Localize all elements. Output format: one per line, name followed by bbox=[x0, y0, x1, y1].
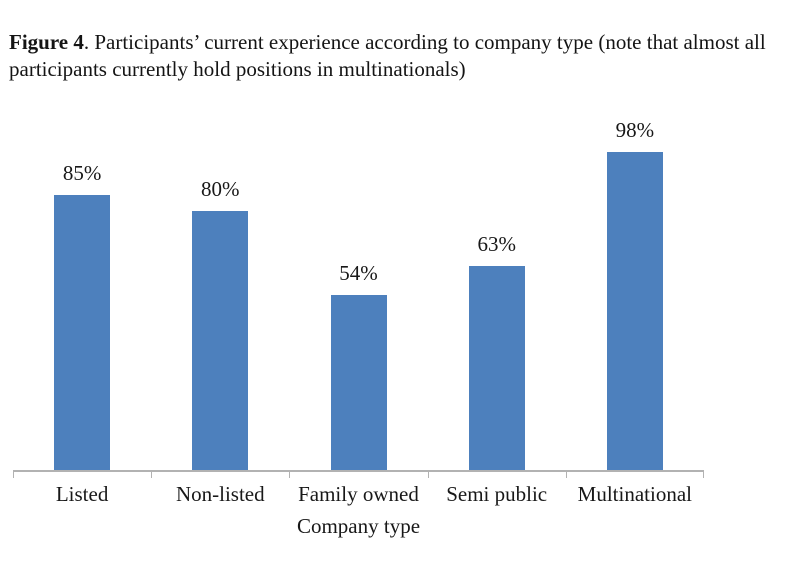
x-axis-tick bbox=[289, 470, 291, 478]
bar-family-owned bbox=[330, 295, 387, 470]
bar-multinational bbox=[606, 152, 663, 470]
x-axis-category-labels: Listed Non-listed Family owned Semi public M… bbox=[13, 481, 704, 508]
x-axis-category-label: Semi public bbox=[446, 482, 548, 506]
x-axis-tick bbox=[13, 470, 14, 478]
x-axis-title: Company type bbox=[296, 514, 421, 538]
x-axis-category-label: Non-listed bbox=[175, 482, 265, 506]
x-axis-category-label: Multinational bbox=[577, 482, 692, 506]
x-axis-category-label: Listed bbox=[55, 482, 109, 506]
figure-caption-text: . Participants’ current experience accor… bbox=[9, 30, 766, 81]
bar-non-listed bbox=[192, 211, 249, 470]
x-axis-tick bbox=[703, 470, 704, 478]
bar-value-label: 54% bbox=[339, 261, 378, 285]
x-axis-tick bbox=[151, 470, 153, 478]
bar-semi-public bbox=[468, 266, 525, 470]
x-axis-tick bbox=[427, 470, 429, 478]
bar-listed bbox=[54, 195, 111, 470]
bar-value-label: 80% bbox=[201, 177, 240, 201]
plot-area: 85% 80% 54% 63% 98% bbox=[13, 110, 704, 478]
figure-caption-number: Figure 4 bbox=[9, 30, 84, 54]
bar-value-label: 98% bbox=[615, 118, 655, 142]
bar-value-label: 63% bbox=[477, 232, 516, 256]
bar-value-label: 85% bbox=[62, 161, 102, 185]
x-axis-category-label: Family owned bbox=[298, 482, 419, 506]
figure-caption: Figure 4. Participants’ current experien… bbox=[9, 29, 791, 83]
x-axis-tick bbox=[565, 470, 567, 478]
x-axis-line bbox=[13, 470, 704, 472]
